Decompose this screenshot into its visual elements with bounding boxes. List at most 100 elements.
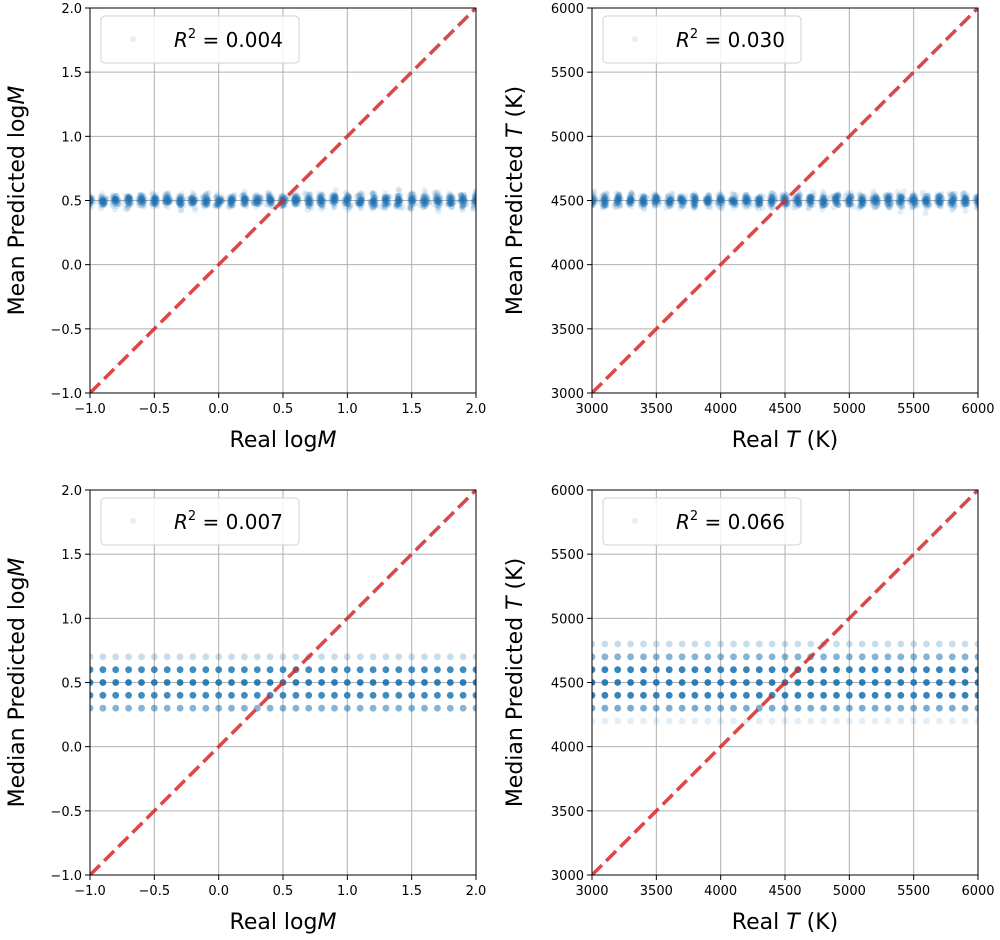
data-point bbox=[90, 195, 96, 201]
data-point bbox=[807, 691, 815, 699]
data-point bbox=[244, 194, 251, 201]
data-point bbox=[98, 205, 104, 212]
data-point bbox=[397, 194, 404, 201]
data-point bbox=[369, 191, 376, 198]
data-point bbox=[214, 198, 221, 205]
data-point bbox=[419, 198, 426, 205]
data-point bbox=[167, 198, 174, 205]
data-point bbox=[449, 203, 455, 210]
data-point bbox=[150, 197, 157, 204]
data-point bbox=[356, 192, 363, 199]
data-point bbox=[266, 192, 273, 199]
data-point bbox=[653, 197, 660, 203]
data-point bbox=[316, 193, 323, 200]
data-point bbox=[974, 204, 978, 211]
data-point bbox=[884, 640, 892, 648]
data-point bbox=[228, 196, 235, 203]
data-point bbox=[115, 195, 121, 202]
data-point bbox=[357, 197, 364, 204]
data-point bbox=[101, 202, 108, 209]
data-point bbox=[458, 198, 465, 205]
data-point bbox=[396, 200, 403, 207]
data-point bbox=[395, 195, 402, 202]
data-point bbox=[858, 691, 866, 699]
data-point bbox=[616, 192, 623, 199]
data-point bbox=[446, 666, 454, 674]
data-point bbox=[923, 653, 930, 661]
data-point bbox=[292, 191, 298, 197]
data-point bbox=[304, 199, 311, 206]
data-point bbox=[178, 202, 185, 209]
data-point bbox=[743, 704, 750, 712]
data-point bbox=[253, 200, 260, 207]
data-point bbox=[420, 196, 426, 203]
data-point bbox=[167, 196, 174, 203]
data-point bbox=[164, 192, 171, 198]
data-point bbox=[592, 195, 595, 202]
data-point bbox=[948, 640, 956, 648]
data-point bbox=[229, 197, 236, 204]
data-point bbox=[125, 194, 132, 201]
data-point bbox=[617, 203, 623, 210]
data-point bbox=[164, 199, 171, 206]
x-tick-label: 5500 bbox=[897, 884, 930, 899]
data-point bbox=[421, 197, 427, 203]
data-point bbox=[140, 192, 147, 199]
data-point bbox=[189, 679, 197, 686]
data-point bbox=[188, 200, 195, 207]
data-point bbox=[434, 198, 441, 205]
data-point bbox=[858, 717, 866, 725]
data-point bbox=[472, 201, 476, 208]
data-point bbox=[592, 199, 597, 206]
data-point bbox=[473, 193, 476, 199]
data-point bbox=[396, 195, 403, 202]
data-point bbox=[90, 194, 94, 201]
data-point bbox=[592, 194, 598, 201]
data-point bbox=[126, 195, 133, 202]
data-point bbox=[948, 717, 956, 725]
data-point bbox=[743, 191, 750, 198]
data-point bbox=[334, 198, 341, 204]
data-point bbox=[122, 202, 129, 208]
data-point bbox=[652, 640, 660, 648]
data-point bbox=[459, 653, 467, 661]
data-point bbox=[190, 194, 197, 201]
data-point bbox=[292, 199, 299, 206]
data-point bbox=[384, 199, 390, 206]
data-point bbox=[457, 191, 464, 198]
data-point bbox=[331, 197, 338, 204]
data-point bbox=[125, 201, 132, 208]
data-point bbox=[212, 194, 219, 201]
data-point bbox=[317, 197, 324, 204]
x-tick-label: −0.5 bbox=[139, 402, 171, 417]
data-point bbox=[603, 194, 609, 201]
y-tick-label: 4000 bbox=[551, 741, 584, 756]
x-tick-label: 0.5 bbox=[273, 884, 294, 899]
data-point bbox=[437, 200, 444, 207]
data-point bbox=[162, 199, 169, 206]
data-point bbox=[382, 197, 388, 204]
data-point bbox=[306, 194, 313, 201]
data-point bbox=[126, 195, 133, 202]
data-point bbox=[611, 203, 618, 209]
data-point bbox=[305, 191, 312, 198]
data-point bbox=[871, 653, 879, 661]
data-point bbox=[382, 196, 389, 203]
data-point bbox=[368, 198, 375, 205]
data-point bbox=[125, 199, 132, 206]
data-point bbox=[807, 679, 815, 686]
data-point bbox=[592, 197, 593, 201]
data-point bbox=[295, 197, 301, 204]
data-point bbox=[407, 191, 414, 198]
data-point bbox=[293, 196, 300, 203]
data-point bbox=[187, 197, 194, 203]
y-axis-label: Median Predicted T (K) bbox=[503, 558, 528, 807]
data-point bbox=[652, 691, 660, 699]
data-point bbox=[356, 196, 363, 203]
data-point bbox=[90, 198, 93, 205]
data-point bbox=[435, 208, 442, 215]
data-point bbox=[307, 200, 314, 207]
x-tick-label: −1.0 bbox=[74, 884, 106, 899]
data-point bbox=[330, 200, 337, 207]
data-point bbox=[303, 191, 310, 198]
